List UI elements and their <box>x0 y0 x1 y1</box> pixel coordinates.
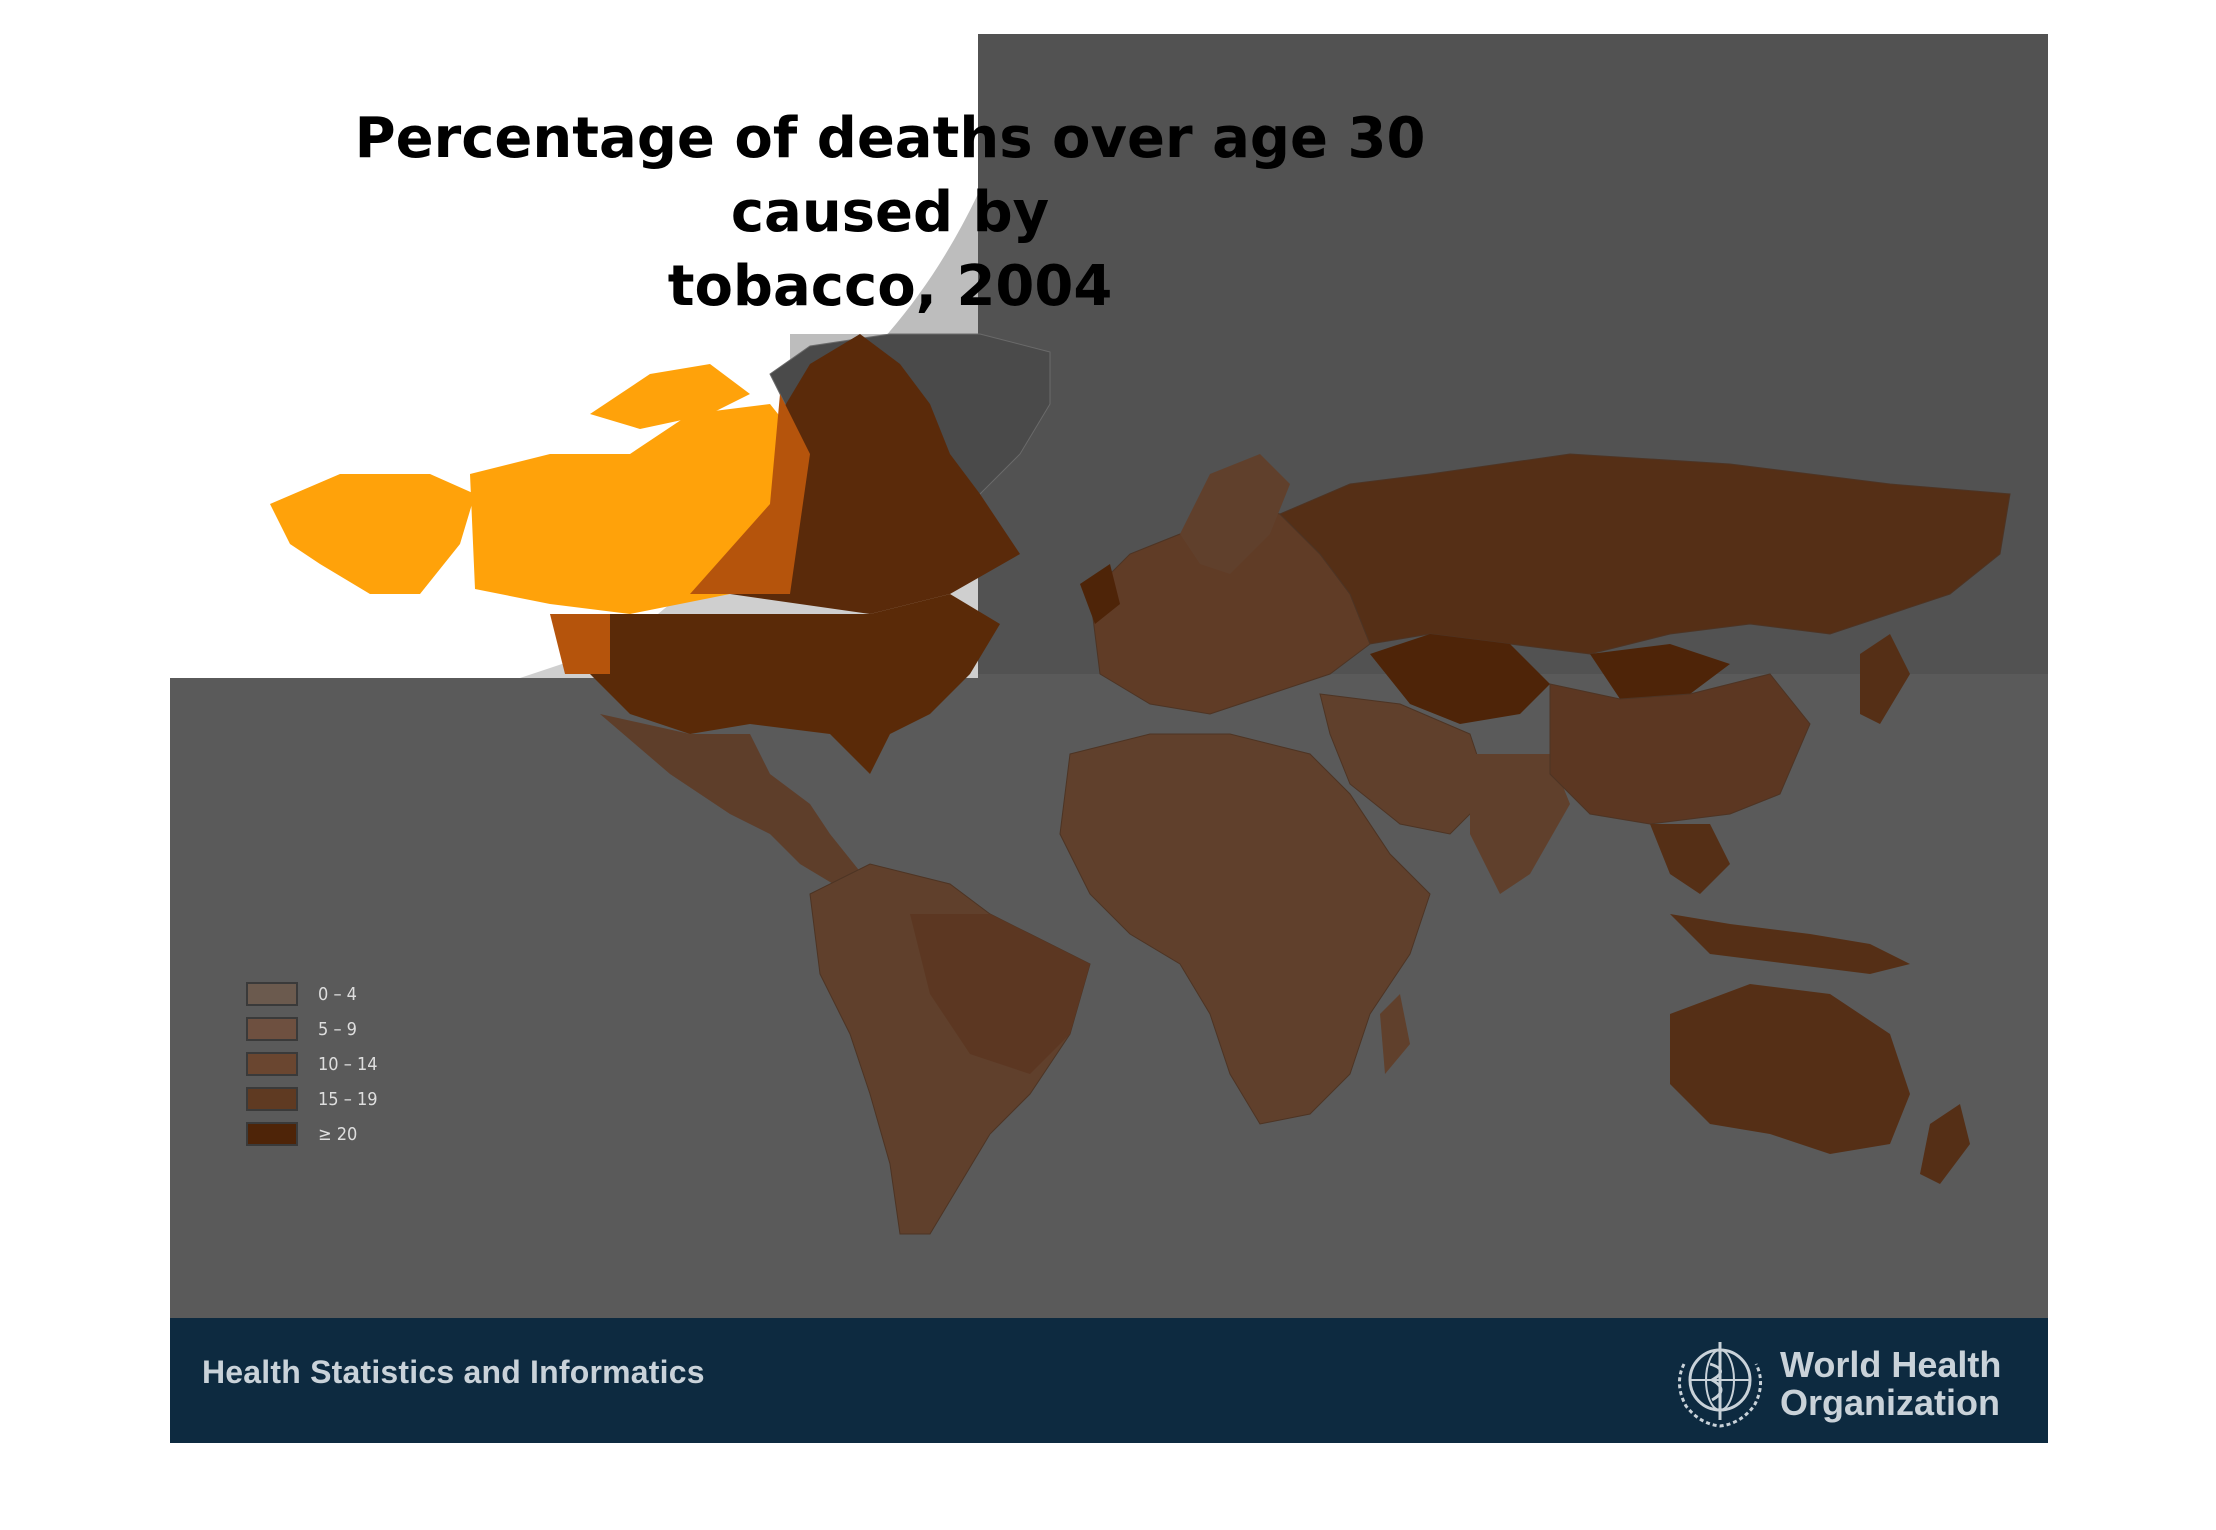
world-map <box>170 34 2048 1318</box>
legend-label: 0 – 4 <box>318 984 357 1005</box>
department-name: Health Statistics and Informatics <box>202 1354 705 1390</box>
org-line-1: World Health <box>1780 1344 2002 1385</box>
mongolia <box>1590 644 1730 699</box>
africa <box>1059 733 1431 1125</box>
new-zealand <box>1920 1104 1970 1184</box>
india <box>1470 754 1570 894</box>
brazil <box>910 914 1090 1074</box>
legend-item: 10 – 14 <box>246 1052 446 1078</box>
legend-label: 5 – 9 <box>318 1019 357 1040</box>
madagascar <box>1380 994 1410 1074</box>
legend-item: 5 – 9 <box>246 1017 446 1043</box>
legend-swatch <box>246 1017 298 1041</box>
japan <box>1860 634 1910 724</box>
legend-label: 15 – 19 <box>318 1089 378 1110</box>
middle-east <box>1319 693 1491 835</box>
legend-swatch <box>246 1087 298 1111</box>
legend-label: 10 – 14 <box>318 1054 378 1075</box>
canada-islands <box>590 364 750 429</box>
china <box>1549 673 1811 825</box>
footer-bar: Health Statistics and Informatics World … <box>170 1318 2048 1443</box>
canada-east <box>730 334 1020 614</box>
slide: Percentage of deaths over age 30 caused … <box>170 34 2048 1443</box>
legend-swatch <box>246 1122 298 1146</box>
usa-west-orange <box>550 614 610 674</box>
canada-orange-east <box>690 394 810 594</box>
legend-item: ≥ 20 <box>246 1122 446 1148</box>
map-title: Percentage of deaths over age 30 caused … <box>300 102 1480 324</box>
kazakhstan <box>1370 634 1550 724</box>
uk <box>1080 564 1120 624</box>
scandinavia <box>1180 454 1290 574</box>
who-emblem-icon <box>1678 1342 1762 1428</box>
alaska <box>270 474 475 594</box>
org-line-2: Organization <box>1780 1382 2001 1423</box>
southeast-asia <box>1650 824 1730 894</box>
title-line-2: tobacco, 2004 <box>667 254 1113 319</box>
usa <box>550 594 1000 774</box>
organization-name: World Health Organization <box>1780 1346 2001 1422</box>
australia <box>1670 984 1910 1154</box>
legend-label: ≥ 20 <box>318 1124 358 1145</box>
legend-swatch <box>246 982 298 1006</box>
legend-item: 0 – 4 <box>246 982 446 1008</box>
legend-item: 15 – 19 <box>246 1087 446 1113</box>
title-line-1: Percentage of deaths over age 30 caused … <box>354 106 1426 245</box>
indonesia <box>1670 914 1910 974</box>
russia <box>1279 453 2011 655</box>
legend-swatch <box>246 1052 298 1076</box>
mexico <box>600 714 830 844</box>
